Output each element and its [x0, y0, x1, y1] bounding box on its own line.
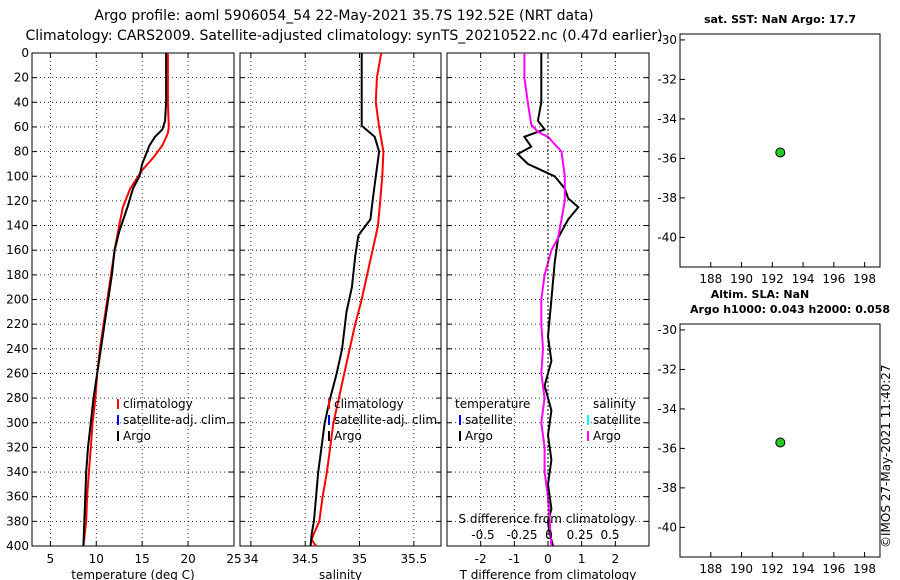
temperature-xtick-label: 25 — [226, 552, 241, 566]
sst-map-xtick-label: 190 — [730, 272, 753, 286]
sla-map-ytick-label: -36 — [657, 441, 677, 455]
salinity-xlabel: salinity — [319, 568, 362, 580]
sla-map-xtick-label: 188 — [699, 562, 722, 576]
temperature-ytick-label: 400 — [6, 539, 29, 553]
temperature-ytick-label: 160 — [6, 243, 29, 257]
temperature-ytick-label: 380 — [6, 514, 29, 528]
sla-map-title: Altim. SLA: NaN — [711, 288, 810, 301]
salinity-series-climatology — [310, 52, 385, 547]
temperature-ytick-label: 100 — [6, 169, 29, 183]
difference-legend-salinity-label: satellite — [593, 413, 641, 427]
sst-map-xtick-label: 188 — [699, 272, 722, 286]
temperature-ytick-label: 320 — [6, 440, 29, 454]
difference-legend-temperature-label: satellite — [465, 413, 513, 427]
temperature-panel: 0 20 40 60 80 100 120 140 160 180 200 220 240 260 280 3… — [6, 46, 242, 580]
difference-legend-salinity-label: Argo — [593, 429, 621, 443]
temperature-xtick-label: 5 — [47, 552, 55, 566]
difference-legend-salinity-title: salinity — [593, 397, 636, 411]
sla-map-xtick-label: 190 — [730, 562, 753, 576]
difference-xlabel: T difference from climatology — [459, 568, 637, 580]
difference-legend-temperature-label: Argo — [465, 429, 493, 443]
temperature-series-argo — [82, 53, 168, 547]
temperature-ytick-label: 40 — [14, 95, 29, 109]
sst-map-argo-marker — [775, 147, 786, 158]
difference-xtick-label: 2 — [612, 552, 620, 566]
difference-x2tick-label: -0.5 — [471, 528, 494, 542]
sla-map-ytick-label: -34 — [657, 402, 677, 416]
sst-map-ytick-label: -30 — [657, 33, 677, 47]
sst-map-ytick-label: -38 — [657, 191, 677, 205]
temperature-ytick-label: 200 — [6, 293, 29, 307]
sla-map-panel: -30 -32 -34 -36 -38 -40 188 190 192 194 196 198 Alti… — [657, 288, 890, 576]
difference-legend-temperature-title: temperature — [455, 397, 530, 411]
salinity-xtick-label: 34.5 — [292, 552, 319, 566]
sla-map-title2: Argo h1000: 0.043 h2000: 0.058 — [690, 303, 890, 316]
temperature-ytick-label: 340 — [6, 465, 29, 479]
credit-label: ©IMOS 27-May-2021 11:40:27 — [879, 364, 893, 548]
difference-xtick-label: 1 — [578, 552, 586, 566]
temperature-ytick-label: 140 — [6, 219, 29, 233]
sst-map-ytick-label: -32 — [657, 72, 677, 86]
header-line1: Argo profile: aoml 5906054_54 22-May-202… — [94, 8, 593, 24]
temperature-xtick-label: 10 — [89, 552, 104, 566]
salinity-xtick-label: 35 — [352, 552, 367, 566]
sla-map-ytick-label: -30 — [657, 323, 677, 337]
sst-map-panel: -30 -32 -34 -36 -38 -40 188 190 192 194 196 198 sat.… — [657, 13, 881, 286]
temperature-ytick-label: 0 — [21, 46, 29, 60]
salinity-legend-label: Argo — [334, 429, 362, 443]
salinity-xtick-label: 35.5 — [400, 552, 427, 566]
difference-x2tick-label: 0.5 — [600, 528, 619, 542]
difference-xtick-label: -1 — [508, 552, 520, 566]
sla-map-ytick-label: -38 — [657, 481, 677, 495]
difference-xtick-label: -2 — [475, 552, 487, 566]
sst-map-xtick-label: 192 — [761, 272, 784, 286]
sla-map-xtick-label: 198 — [853, 562, 876, 576]
temperature-ytick-label: 240 — [6, 342, 29, 356]
temperature-ytick-label: 60 — [14, 120, 29, 134]
sla-map-ytick-label: -40 — [657, 520, 677, 534]
temperature-xlabel: temperature (deg C) — [71, 568, 194, 580]
sst-map-ytick-label: -34 — [657, 112, 677, 126]
difference-panel: -2 -1 0 1 2 T difference from climatology S di… — [446, 52, 650, 580]
difference-x2tick-label: -0.25 — [506, 528, 537, 542]
sla-map-argo-marker — [775, 437, 786, 448]
temperature-legend-label: satellite-adj. clim. — [123, 413, 230, 427]
temperature-xtick-label: 15 — [135, 552, 150, 566]
temperature-ytick-label: 280 — [6, 391, 29, 405]
temperature-legend-label: climatology — [123, 397, 193, 411]
temperature-ytick-label: 180 — [6, 268, 29, 282]
sst-map-title: sat. SST: NaN Argo: 17.7 — [704, 13, 856, 26]
sst-map-xtick-label: 198 — [853, 272, 876, 286]
sla-map-xtick-label: 196 — [822, 562, 845, 576]
sst-map-xtick-label: 196 — [822, 272, 845, 286]
difference-x2tick-label: 0 — [545, 528, 553, 542]
sst-map-xtick-label: 194 — [792, 272, 815, 286]
salinity-xtick-label: 34 — [243, 552, 258, 566]
difference-x2tick-label: 0.25 — [567, 528, 594, 542]
temperature-ytick-label: 260 — [6, 366, 29, 380]
header-line2: Climatology: CARS2009. Satellite-adjuste… — [25, 28, 662, 44]
sla-map-xtick-label: 194 — [792, 562, 815, 576]
sla-map-xtick-label: 192 — [761, 562, 784, 576]
temperature-ytick-label: 220 — [6, 317, 29, 331]
temperature-xtick-label: 20 — [180, 552, 195, 566]
sla-map-ytick-label: -32 — [657, 362, 677, 376]
temperature-ytick-label: 120 — [6, 194, 29, 208]
temperature-ytick-label: 300 — [6, 416, 29, 430]
sst-map-ytick-label: -36 — [657, 151, 677, 165]
temperature-ytick-label: 20 — [14, 71, 29, 85]
salinity-legend-label: satellite-adj. clim. — [334, 413, 441, 427]
temperature-ytick-label: 360 — [6, 490, 29, 504]
sst-map-ytick-label: -40 — [657, 230, 677, 244]
difference-xtick-label: 0 — [544, 552, 552, 566]
salinity-series-argo — [309, 53, 381, 547]
temperature-ytick-label: 80 — [14, 145, 29, 159]
salinity-legend-label: climatology — [334, 397, 404, 411]
temperature-legend-label: Argo — [123, 429, 151, 443]
salinity-panel: 34 34.5 35 35.5 salinity climatology satellite… — [239, 52, 442, 580]
difference-x2label: S difference from climatology — [459, 512, 636, 526]
